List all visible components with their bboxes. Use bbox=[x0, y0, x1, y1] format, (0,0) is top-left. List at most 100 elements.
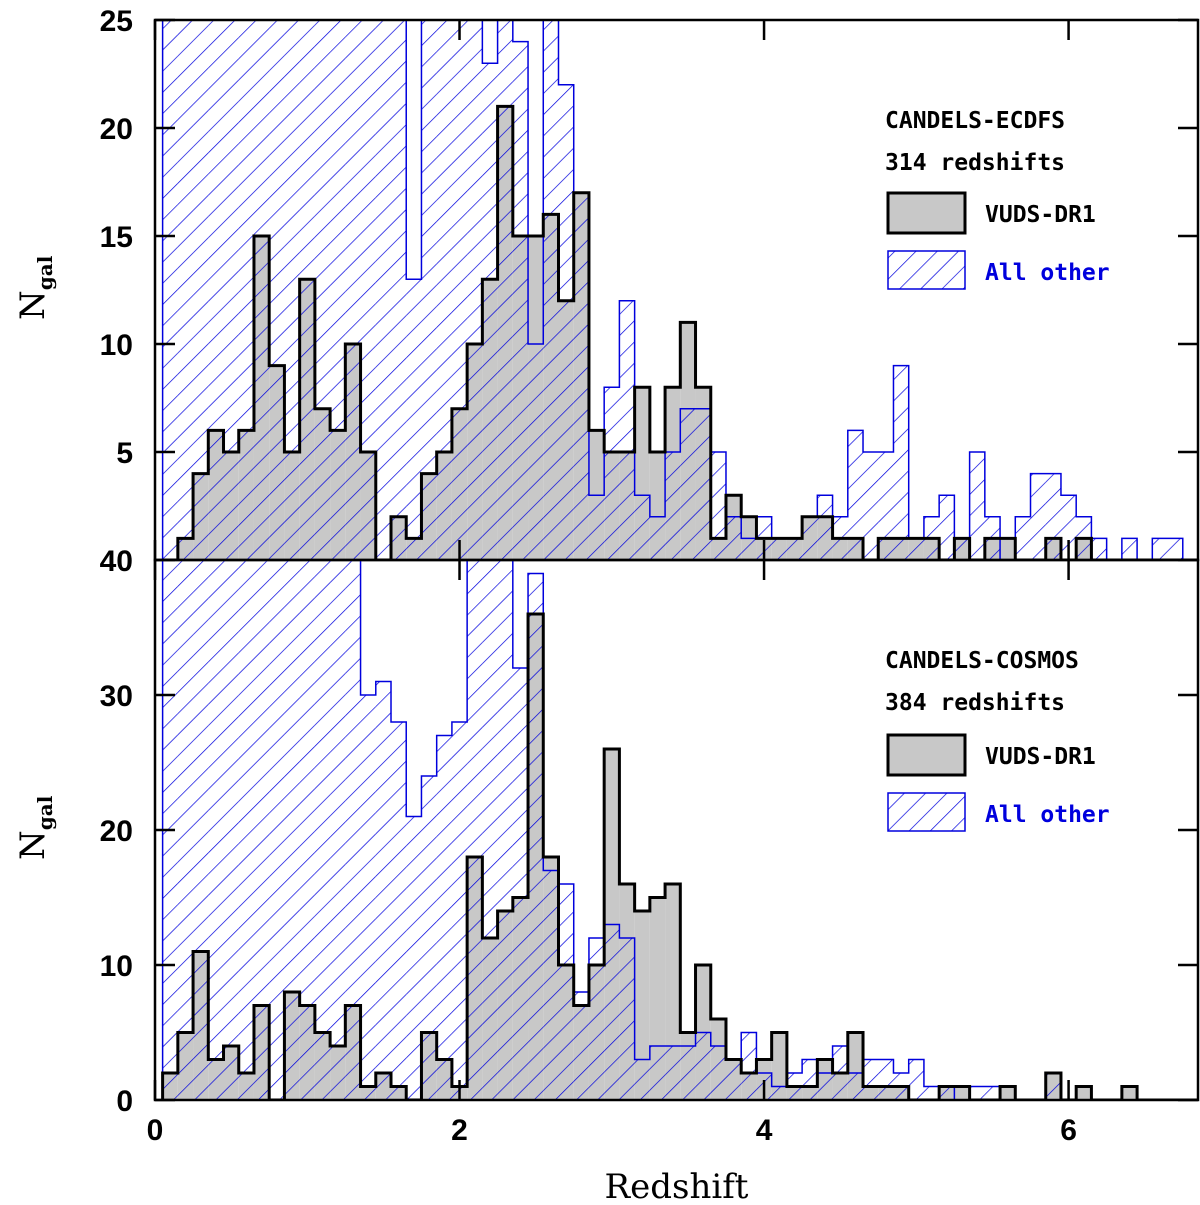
bar bbox=[710, 452, 726, 560]
bar bbox=[345, 20, 361, 560]
bar bbox=[680, 1046, 696, 1100]
y-tick-label: 10 bbox=[100, 329, 133, 362]
bar bbox=[528, 344, 544, 560]
bar bbox=[314, 20, 331, 560]
bar bbox=[528, 573, 544, 1100]
bar bbox=[360, 695, 376, 1100]
x-tick-label: 2 bbox=[451, 1114, 468, 1147]
bar bbox=[436, 20, 452, 560]
bar bbox=[223, 560, 239, 1100]
bar bbox=[467, 20, 483, 560]
bar bbox=[802, 516, 818, 560]
legend-swatch bbox=[887, 792, 966, 832]
bar bbox=[847, 1073, 864, 1100]
bar bbox=[543, 20, 559, 560]
bar bbox=[634, 495, 650, 560]
bar bbox=[771, 1086, 787, 1100]
bar bbox=[421, 776, 437, 1100]
panel bbox=[161, 560, 1198, 1100]
legend-label: All other bbox=[985, 802, 1110, 828]
bar bbox=[269, 560, 285, 1100]
bar bbox=[725, 1059, 742, 1100]
y-axis-label: Ngal bbox=[13, 795, 57, 860]
bar bbox=[512, 41, 529, 560]
bar bbox=[878, 452, 894, 560]
bar bbox=[969, 452, 985, 560]
bar bbox=[330, 560, 346, 1100]
bar bbox=[177, 560, 194, 1100]
bar bbox=[451, 722, 468, 1100]
bar bbox=[908, 538, 924, 560]
bar bbox=[588, 938, 605, 1100]
y-axis-label-sub: gal bbox=[33, 255, 57, 290]
bar bbox=[1015, 516, 1031, 560]
bar bbox=[573, 192, 589, 560]
bar bbox=[665, 452, 681, 560]
y-tick-label: 30 bbox=[100, 680, 133, 713]
bar bbox=[634, 911, 650, 1100]
bar bbox=[1167, 538, 1183, 560]
bar bbox=[269, 20, 285, 560]
bar bbox=[391, 722, 407, 1100]
y-axis-label-main: N bbox=[13, 830, 53, 860]
bar bbox=[345, 560, 361, 1100]
histogram-outline bbox=[161, 20, 1198, 560]
bar bbox=[847, 430, 864, 560]
bar bbox=[299, 560, 315, 1100]
bar bbox=[771, 538, 787, 560]
bar bbox=[253, 560, 270, 1100]
bar bbox=[588, 495, 605, 560]
bar bbox=[208, 20, 224, 560]
bar bbox=[939, 495, 955, 560]
bar bbox=[939, 1086, 955, 1100]
bar bbox=[1000, 538, 1016, 560]
bar bbox=[725, 516, 742, 560]
x-tick-label: 6 bbox=[1060, 1114, 1077, 1147]
bar bbox=[1060, 495, 1077, 560]
bar bbox=[863, 452, 879, 560]
y-tick-label: 10 bbox=[100, 950, 133, 983]
bar bbox=[969, 1086, 985, 1100]
bar bbox=[1152, 538, 1168, 560]
legend-label: VUDS-DR1 bbox=[985, 744, 1096, 770]
bar bbox=[238, 560, 254, 1100]
bar bbox=[238, 20, 254, 560]
bar bbox=[771, 1032, 787, 1100]
bar bbox=[817, 495, 833, 560]
histogram-outline bbox=[162, 104, 1198, 560]
bar bbox=[954, 1086, 970, 1100]
bar bbox=[467, 560, 483, 1100]
y-axis-label-main: N bbox=[13, 290, 53, 320]
bar bbox=[710, 1046, 726, 1100]
bar bbox=[863, 1059, 879, 1100]
bar bbox=[177, 20, 194, 560]
bar bbox=[451, 20, 468, 560]
bar bbox=[1000, 1086, 1016, 1100]
bar bbox=[208, 560, 224, 1100]
bar bbox=[253, 20, 270, 560]
bar bbox=[497, 20, 513, 560]
bar bbox=[802, 1059, 818, 1100]
y-tick-label: 40 bbox=[100, 545, 133, 578]
bar bbox=[284, 560, 300, 1100]
bar bbox=[634, 1059, 650, 1100]
bar bbox=[908, 1059, 924, 1100]
bar bbox=[375, 20, 392, 560]
annotation: 384 redshifts bbox=[885, 690, 1065, 716]
bar bbox=[695, 1032, 711, 1100]
x-axis-label: Redshift bbox=[605, 1167, 749, 1205]
bar bbox=[375, 681, 392, 1100]
bar bbox=[482, 560, 498, 1100]
annotation: 314 redshifts bbox=[885, 150, 1065, 176]
bar bbox=[1121, 1086, 1138, 1100]
bar bbox=[1030, 473, 1046, 560]
bar bbox=[573, 992, 589, 1100]
histogram-outline bbox=[161, 612, 1198, 1100]
y-axis-label-sub: gal bbox=[33, 795, 57, 830]
bar bbox=[984, 1086, 1001, 1100]
bar bbox=[680, 408, 696, 560]
y-tick-label: 25 bbox=[100, 5, 133, 38]
bar bbox=[497, 560, 513, 1100]
